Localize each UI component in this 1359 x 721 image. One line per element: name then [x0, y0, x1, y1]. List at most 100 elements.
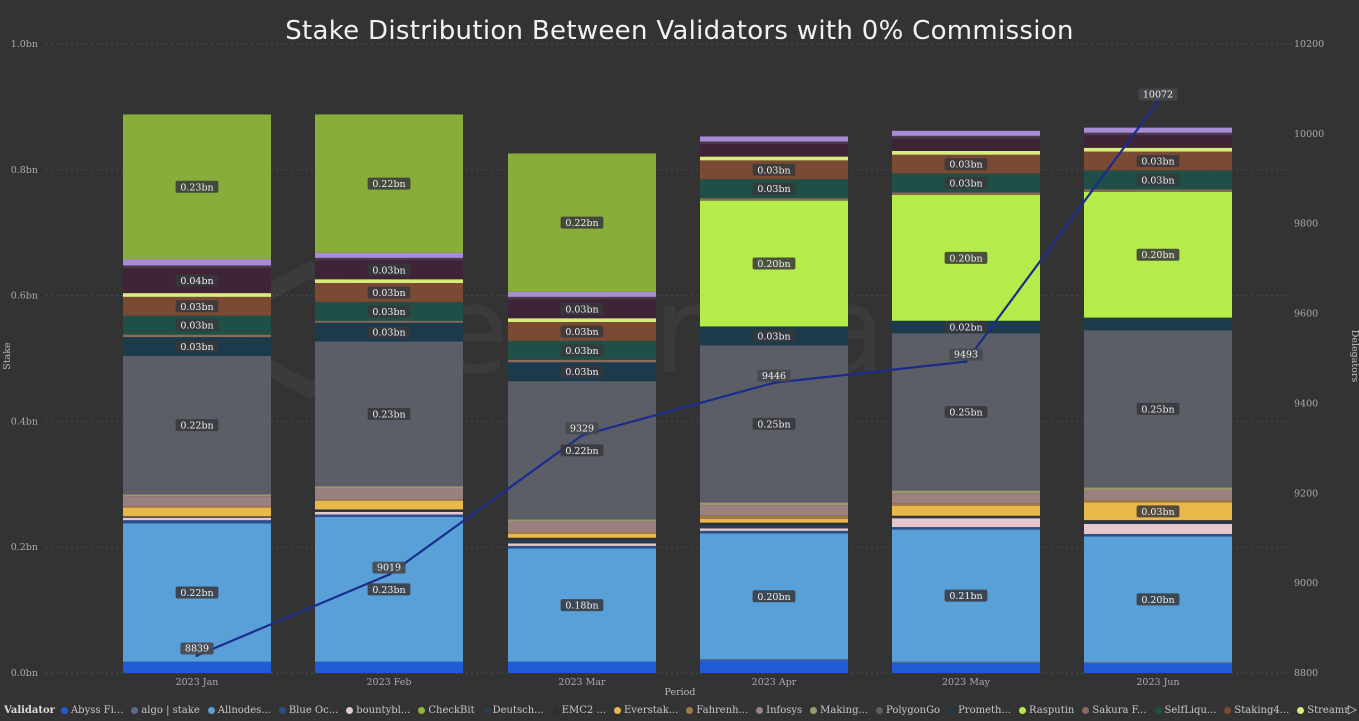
legend-item-streamr[interactable]: Streamr — [1297, 705, 1349, 716]
bar-segment-fahrenh[interactable] — [315, 499, 463, 501]
bar-segment-deutsch[interactable] — [315, 510, 463, 512]
bar-segment-blue-oc[interactable] — [1084, 533, 1232, 537]
bar-segment-algo-stake[interactable] — [1084, 662, 1232, 664]
bar-segment-algo-stake[interactable] — [892, 661, 1040, 663]
bar-segment-streamr[interactable] — [123, 293, 271, 297]
bar-segment-making[interactable] — [123, 494, 271, 497]
bar-segment-sakura-f[interactable] — [892, 192, 1040, 195]
bar-segment-everstak[interactable] — [892, 505, 1040, 516]
bar-segment-bountybl[interactable] — [892, 518, 1040, 528]
bar-segment-abyss-fi[interactable] — [123, 661, 271, 673]
bar-segment-making[interactable] — [508, 519, 656, 522]
bar-segment-abyss-fi[interactable] — [892, 662, 1040, 673]
bar-segment-infosys[interactable] — [123, 496, 271, 507]
bar-segment-vader73[interactable] — [1084, 127, 1232, 133]
bar-segment-prometh[interactable] — [1084, 317, 1232, 331]
legend-item-making[interactable]: Making... — [810, 705, 868, 716]
bar-segment-sakura-f[interactable] — [508, 359, 656, 363]
bar-segment-abyss-fi[interactable] — [508, 661, 656, 673]
delegators-point[interactable] — [387, 573, 391, 577]
bar-segment-sakura-f[interactable] — [1084, 189, 1232, 192]
bar-segment-emc2[interactable] — [315, 509, 463, 511]
delegators-point[interactable] — [1156, 100, 1160, 104]
bar-segment-streamr[interactable] — [508, 318, 656, 323]
bar-segment-fahrenh[interactable] — [508, 531, 656, 534]
bar-segment-supermoon[interactable] — [700, 144, 848, 157]
bar-segment-deutsch[interactable] — [700, 524, 848, 529]
bar-segment-the-aby[interactable] — [508, 296, 656, 300]
bar-segment-making[interactable] — [1084, 487, 1232, 490]
bar-segment-fahrenh[interactable] — [123, 506, 271, 508]
bar-segment-algo-stake[interactable] — [700, 659, 848, 661]
legend-item-fahrenh[interactable]: Fahrenh... — [686, 705, 748, 716]
bar-segment-blue-oc[interactable] — [508, 545, 656, 549]
bar-segment-vader73[interactable] — [508, 291, 656, 297]
bar-segment-blue-oc[interactable] — [123, 520, 271, 524]
bar-segment-making[interactable] — [892, 490, 1040, 494]
legend-item-rasputin[interactable]: Rasputin — [1019, 705, 1074, 716]
bar-segment-sakura-f[interactable] — [315, 320, 463, 323]
legend-item-prometh[interactable]: Prometh... — [948, 705, 1011, 716]
bar-segment-vader73[interactable] — [123, 259, 271, 266]
bar-segment-infosys[interactable] — [892, 493, 1040, 504]
delegators-point[interactable] — [580, 433, 584, 437]
bar-segment-everstak[interactable] — [315, 500, 463, 510]
delegators-point[interactable] — [964, 360, 968, 364]
bar-segment-abyss-fi[interactable] — [700, 660, 848, 673]
bar-segment-emc2[interactable] — [508, 537, 656, 540]
bar-segment-bountybl[interactable] — [508, 543, 656, 546]
bar-segment-bountybl[interactable] — [123, 517, 271, 521]
bar-segment-infosys[interactable] — [315, 488, 463, 500]
legend-item-sakura-f[interactable]: Sakura F... — [1082, 705, 1147, 716]
bar-segment-vader73[interactable] — [315, 252, 463, 258]
legend-item-polygongo[interactable]: PolygonGo — [876, 705, 940, 716]
bar-segment-blue-oc[interactable] — [892, 527, 1040, 530]
legend-item-algo-stake[interactable]: algo | stake — [131, 705, 200, 716]
legend-item-emc2[interactable]: EMC2 ... — [551, 705, 606, 716]
bar-segment-bountybl[interactable] — [315, 511, 463, 515]
bar-segment-everstak[interactable] — [123, 507, 271, 517]
legend-next-icon[interactable]: ▷ — [1347, 702, 1357, 716]
bar-segment-emc2[interactable] — [123, 516, 271, 518]
bar-segment-streamr[interactable] — [700, 156, 848, 161]
legend-item-staking4[interactable]: Staking4... — [1224, 705, 1289, 716]
bar-segment-bountybl[interactable] — [700, 528, 848, 531]
bar-segment-streamr[interactable] — [315, 279, 463, 284]
delegators-point[interactable] — [772, 381, 776, 385]
bar-segment-everstak[interactable] — [700, 518, 848, 523]
bar-segment-bountybl[interactable] — [1084, 523, 1232, 534]
bar-segment-blue-oc[interactable] — [315, 514, 463, 518]
bar-segment-making[interactable] — [700, 502, 848, 506]
bar-segment-infosys[interactable] — [1084, 489, 1232, 501]
bar-segment-fahrenh[interactable] — [700, 515, 848, 519]
bar-segment-sakura-f[interactable] — [700, 198, 848, 201]
bar-segment-streamr[interactable] — [1084, 147, 1232, 152]
legend-item-abyss-fi[interactable]: Abyss Fi... — [60, 705, 123, 716]
bar-segment-fahrenh[interactable] — [892, 503, 1040, 506]
legend-item-selfliqu[interactable]: SelfLiqu... — [1154, 705, 1216, 716]
bar-segment-the-aby[interactable] — [892, 135, 1040, 139]
bar-segment-supermoon[interactable] — [892, 138, 1040, 151]
bar-segment-sakura-f[interactable] — [123, 334, 271, 338]
bar-segment-supermoon[interactable] — [1084, 135, 1232, 148]
bar-segment-the-aby[interactable] — [123, 265, 271, 268]
legend-item-allnodes[interactable]: Allnodes... — [207, 705, 271, 716]
bar-segment-deutsch[interactable] — [892, 517, 1040, 519]
legend-item-blue-oc[interactable]: Blue Oc... — [278, 705, 338, 716]
bar-segment-vader73[interactable] — [700, 136, 848, 142]
bar-segment-vader73[interactable] — [892, 130, 1040, 136]
bar-segment-infosys[interactable] — [700, 505, 848, 516]
legend-item-bountybl[interactable]: bountybl... — [346, 705, 410, 716]
bar-segment-deutsch[interactable] — [508, 539, 656, 544]
legend-item-infosys[interactable]: Infosys — [756, 705, 802, 716]
delegators-point[interactable] — [195, 653, 199, 657]
bar-segment-the-aby[interactable] — [315, 257, 463, 261]
bar-segment-emc2[interactable] — [892, 515, 1040, 518]
bar-segment-the-aby[interactable] — [1084, 132, 1232, 136]
legend-item-everstak[interactable]: Everstak... — [614, 705, 678, 716]
bar-segment-abyss-fi[interactable] — [315, 661, 463, 673]
legend-item-supermoon[interactable]: Supermoon — [1357, 705, 1359, 716]
bar-segment-everstak[interactable] — [508, 533, 656, 538]
bar-segment-deutsch[interactable] — [1084, 521, 1232, 524]
bar-segment-the-aby[interactable] — [700, 141, 848, 145]
